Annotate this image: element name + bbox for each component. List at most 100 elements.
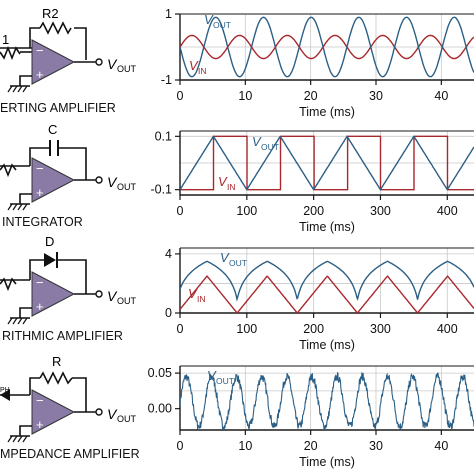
- x-axis-title: Time (ms): [299, 220, 355, 234]
- vout-label-main: V: [107, 174, 118, 190]
- ground-symbol: [10, 307, 32, 319]
- x-axis-title: Time (ms): [299, 105, 355, 119]
- svg-text:−: −: [36, 161, 44, 176]
- circuit-column: − + R2 1 V OUT ERTING AMPLIFIER − + C V: [0, 6, 140, 461]
- vin-series-label: V: [218, 174, 228, 189]
- series-vin: [180, 274, 474, 313]
- x-tick-label: 0: [177, 204, 184, 218]
- y-tick-label: 0: [165, 306, 172, 320]
- vout-series-sublabel: OUT: [216, 376, 234, 386]
- circuit-transimpedance-amplifier: − + R PH V OUT MPEDANCE AMPLIFIER: [0, 354, 140, 461]
- x-tick-label: 0: [177, 439, 184, 453]
- vout-label-sub: OUT: [117, 414, 137, 424]
- opamp-2: [31, 157, 76, 203]
- ground-symbol: [10, 193, 32, 205]
- series-vin: [180, 34, 474, 60]
- y-tick-label: 4: [165, 247, 172, 261]
- ground-symbol: [10, 425, 32, 437]
- x-tick-label: 20: [304, 439, 318, 453]
- vout-series-label: V: [207, 368, 217, 383]
- x-tick-label: 300: [370, 322, 391, 336]
- y-tick-label: -0.1: [150, 183, 172, 197]
- x-axis-title: Time (ms): [299, 455, 355, 469]
- resistor-r1: [0, 45, 21, 61]
- circuit-logarithmic-amplifier: − + D V OUT RITHMIC AMPLIFIER: [0, 234, 137, 343]
- vout-label-sub: OUT: [117, 182, 137, 192]
- x-tick-label: 200: [303, 204, 324, 218]
- circuit-title: INTEGRATOR: [2, 215, 83, 229]
- photodiode-arrow: [0, 389, 10, 401]
- vout-series-sublabel: OUT: [213, 20, 231, 30]
- x-tick-label: 300: [370, 204, 391, 218]
- x-tick-label: 100: [236, 322, 257, 336]
- y-tick-label: 0.05: [148, 366, 172, 380]
- series-vin: [180, 135, 474, 191]
- opamp-plus: +: [36, 67, 44, 82]
- svg-text:+: +: [36, 299, 44, 314]
- x-tick-label: 400: [437, 322, 458, 336]
- opamp-minus: −: [36, 43, 44, 58]
- feedback-label: R2: [42, 6, 59, 21]
- x-tick-label: 0: [177, 89, 184, 103]
- vin-series-sublabel: IN: [227, 182, 236, 192]
- svg-text:−: −: [36, 393, 44, 408]
- resistor-r: [39, 371, 73, 385]
- circuit-title: MPEDANCE AMPLIFIER: [0, 447, 140, 461]
- x-tick-label: 0: [177, 322, 184, 336]
- circuit-integrator: − + C V OUT INTEGRATOR: [0, 122, 137, 229]
- y-tick-label: 0.00: [148, 402, 172, 416]
- x-tick-label: 20: [304, 89, 318, 103]
- y-tick-label: -1: [161, 73, 172, 87]
- x-axis-title: Time (ms): [299, 338, 355, 352]
- input-label: PH: [0, 387, 10, 394]
- vout-series-sublabel: OUT: [261, 142, 279, 152]
- chart-panel-4: 0 10 20 30 40 0.05 0.00 Time (ms) V OUT: [148, 365, 474, 469]
- circuit-title: RITHMIC AMPLIFIER: [2, 329, 123, 343]
- vout-label-sub: OUT: [117, 296, 137, 306]
- ground-symbol: [10, 75, 32, 87]
- x-tick-label: 200: [303, 322, 324, 336]
- opamp-1: [31, 39, 76, 85]
- x-tick-label: 10: [238, 89, 252, 103]
- capacitor-c: [49, 140, 59, 156]
- svg-text:+: +: [36, 185, 44, 200]
- vout-series-sublabel: OUT: [229, 258, 247, 268]
- vout-label-main: V: [107, 56, 118, 72]
- vin-series-label: V: [189, 58, 199, 73]
- x-tick-label: 40: [434, 89, 448, 103]
- vout-series-label: V: [252, 134, 262, 149]
- resistor-r2: [39, 21, 72, 35]
- vin-series-sublabel: IN: [197, 294, 206, 304]
- x-tick-label: 30: [369, 439, 383, 453]
- vout-series-label: V: [204, 12, 214, 27]
- output-terminal: [95, 408, 103, 416]
- series-vout: [180, 260, 474, 302]
- y-tick-label: 0.1: [155, 129, 172, 143]
- output-terminal: [95, 290, 103, 298]
- diode-d: [44, 253, 56, 267]
- vin-series-label: V: [188, 286, 198, 301]
- svg-text:+: +: [36, 417, 44, 432]
- x-tick-label: 100: [236, 204, 257, 218]
- vout-label-sub: OUT: [117, 64, 137, 74]
- vout-series-label: V: [220, 250, 230, 265]
- opamp-3: [31, 271, 76, 317]
- vin-series-sublabel: IN: [198, 66, 207, 76]
- svg-text:−: −: [36, 275, 44, 290]
- x-tick-label: 10: [238, 439, 252, 453]
- feedback-label: R: [52, 354, 61, 369]
- series-vout: [180, 16, 474, 78]
- vout-label-main: V: [107, 406, 118, 422]
- output-terminal: [95, 176, 103, 184]
- input-label: 1: [2, 32, 9, 47]
- feedback-label: C: [48, 122, 57, 137]
- series-vout: [180, 135, 474, 191]
- y-tick-label: 1: [165, 7, 172, 21]
- circuit-inverting-amplifier: − + R2 1 V OUT ERTING AMPLIFIER: [0, 6, 137, 115]
- x-tick-label: 30: [369, 89, 383, 103]
